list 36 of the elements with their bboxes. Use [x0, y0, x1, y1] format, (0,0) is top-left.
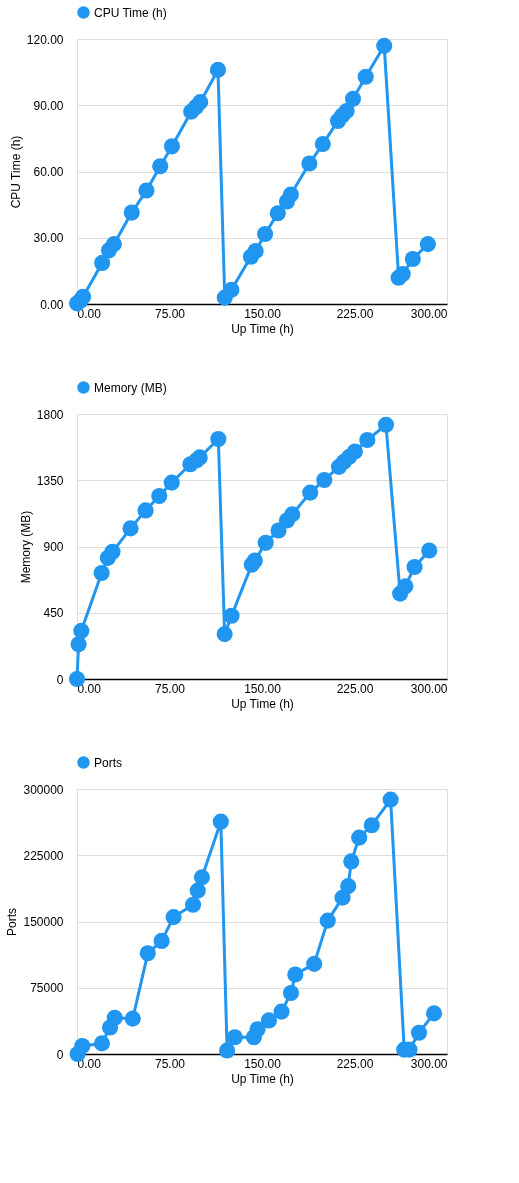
y-tick-label: 75000 — [30, 981, 64, 996]
x-tick-label: 0.00 — [77, 306, 102, 321]
y-tick-label: 0 — [56, 1047, 64, 1062]
y-tick-label: 60.00 — [33, 165, 64, 179]
legend-label: Ports — [94, 755, 123, 770]
x-axis-title: Up Time (h) — [231, 696, 294, 711]
y-tick-label: 1350 — [36, 473, 64, 488]
legend-label: CPU Time (h) — [94, 5, 167, 20]
y-axis-title: Memory (MB) — [18, 510, 33, 584]
y-tick-label: 300000 — [23, 782, 64, 797]
x-axis-title: Up Time (h) — [231, 321, 294, 336]
y-tick-label: 1800 — [36, 407, 64, 422]
y-tick-label: 450 — [43, 606, 64, 621]
y-tick-label: 120.00 — [26, 32, 64, 47]
x-tick-label: 150.00 — [244, 1056, 282, 1071]
x-tick-label: 225.00 — [336, 1056, 374, 1071]
y-tick-label: 225000 — [23, 848, 64, 863]
y-tick-label: 90.00 — [33, 98, 64, 113]
y-tick-label: 0 — [56, 672, 64, 687]
x-tick-label: 300.00 — [410, 306, 448, 321]
x-tick-label: 300.00 — [410, 1056, 448, 1071]
legend-label: Memory (MB) — [94, 380, 167, 395]
x-tick-label: 75.00 — [154, 1056, 186, 1071]
x-tick-label: 300.00 — [410, 681, 448, 696]
y-axis-title: Ports — [5, 907, 20, 937]
y-tick-label: 900 — [43, 540, 64, 554]
y-tick-label: 30.00 — [33, 231, 64, 246]
x-tick-label: 225.00 — [336, 306, 374, 321]
y-tick-label: 150000 — [23, 915, 64, 929]
x-tick-label: 150.00 — [244, 681, 282, 696]
x-tick-label: 150.00 — [244, 306, 282, 321]
x-axis-title: Up Time (h) — [231, 1071, 294, 1086]
y-axis-title: CPU Time (h) — [8, 135, 23, 209]
x-tick-label: 75.00 — [154, 306, 186, 321]
x-tick-label: 75.00 — [154, 681, 186, 696]
x-tick-label: 225.00 — [336, 681, 374, 696]
